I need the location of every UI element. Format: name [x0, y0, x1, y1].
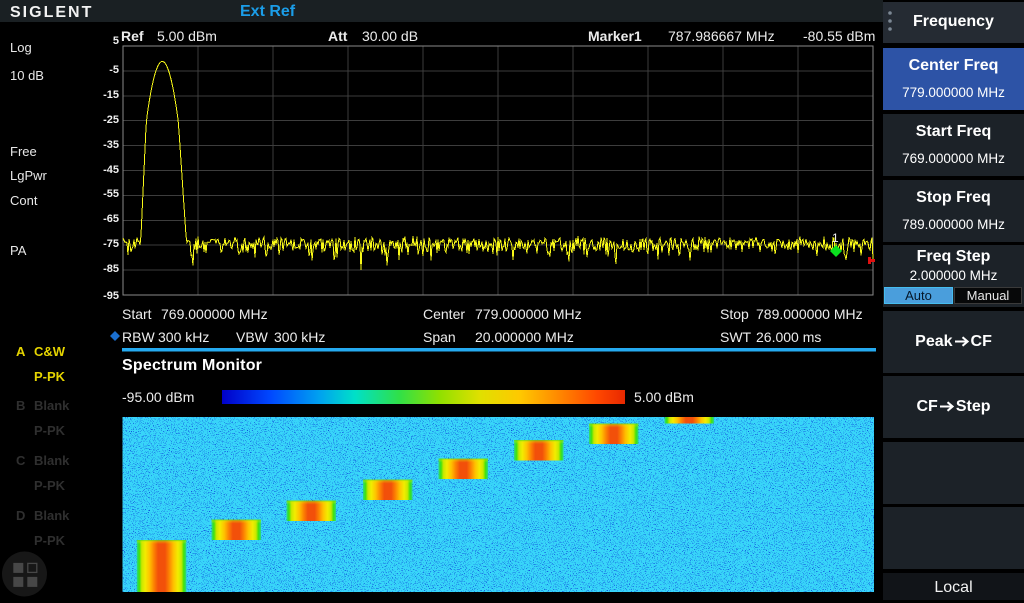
svg-text:1: 1 — [832, 231, 839, 245]
